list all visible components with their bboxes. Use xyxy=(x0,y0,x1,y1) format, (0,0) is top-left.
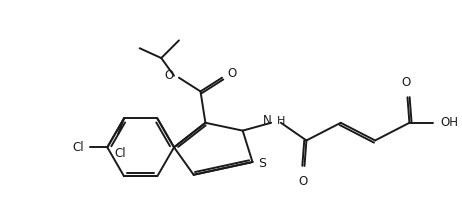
Text: S: S xyxy=(258,157,267,170)
Text: Cl: Cl xyxy=(72,141,84,154)
Text: O: O xyxy=(401,76,410,89)
Text: O: O xyxy=(227,67,236,80)
Text: OH: OH xyxy=(441,116,459,129)
Text: H: H xyxy=(277,116,286,126)
Text: O: O xyxy=(165,69,174,82)
Text: N: N xyxy=(263,114,272,127)
Text: Cl: Cl xyxy=(114,147,126,160)
Text: O: O xyxy=(298,175,307,188)
